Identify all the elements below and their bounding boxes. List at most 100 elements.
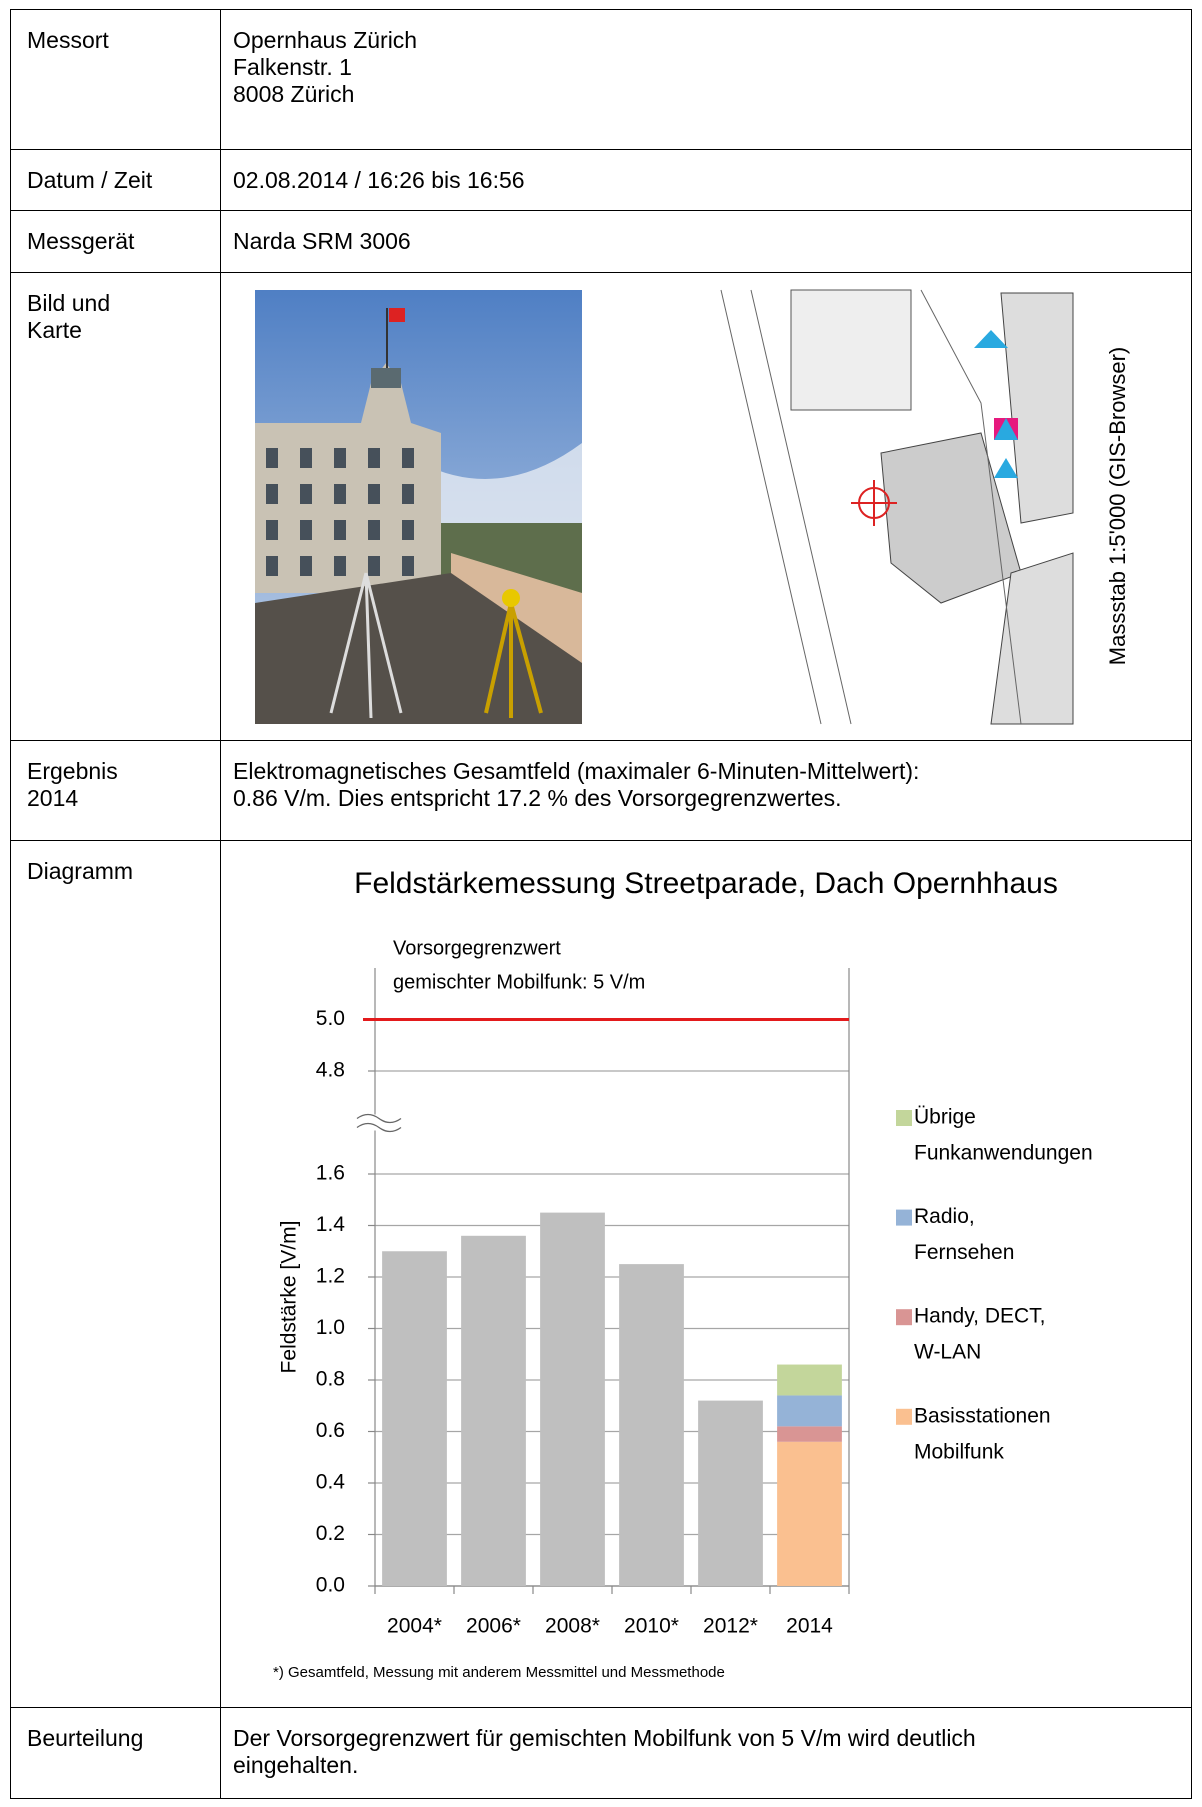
label-line: Messort: [27, 27, 109, 53]
y-tick-label: 1.6: [316, 1162, 345, 1185]
row-label: Ergebnis 2014: [10, 740, 221, 841]
photo-window: [300, 556, 312, 576]
axis-break-mask: [361, 1114, 389, 1131]
legend-label: Mobilfunk: [914, 1440, 1004, 1463]
bar: [777, 1426, 842, 1442]
content-line: Narda SRM 3006: [233, 228, 411, 254]
content-line: Elektromagnetisches Gesamtfeld (maximale…: [233, 758, 920, 784]
row-label: Datum / Zeit: [10, 149, 221, 211]
bar: [777, 1395, 842, 1427]
photo-window: [402, 448, 414, 468]
table-row: Messgerät Narda SRM 3006: [10, 210, 1192, 273]
x-tick-label: 2010*: [624, 1615, 679, 1638]
bar: [777, 1441, 842, 1586]
row-label: Messgerät: [10, 210, 221, 273]
map-block: [790, 289, 912, 411]
table-row: Ergebnis 2014 Elektromagnetisches Gesamtfe…: [10, 740, 1192, 841]
photo-probe: [502, 589, 520, 607]
row-label: Beurteilung: [10, 1707, 221, 1799]
row-content: Der Vorsorgegrenzwert für gemischten Mob…: [220, 1707, 1192, 1799]
label-line: Datum / Zeit: [27, 167, 153, 193]
photo-window: [368, 448, 380, 468]
label-line: Ergebnis: [27, 758, 118, 784]
chart-title: Feldstärkemessung Streetparade, Dach Ope…: [354, 867, 1058, 900]
x-tick-label: 2008*: [545, 1615, 600, 1638]
photo-window: [300, 484, 312, 504]
chart: Feldstärkemessung Streetparade, Dach Ope…: [273, 867, 1093, 1681]
table-row: Messort Opernhaus Zürich Falkenstr. 1 8008 …: [10, 9, 1192, 150]
photo-window: [334, 448, 346, 468]
x-tick-label: 2006*: [466, 1615, 521, 1638]
photo-flag: [389, 308, 405, 322]
table-row: Diagramm Feldstärkemessung Streetparade, …: [10, 840, 1192, 1708]
legend-label: Handy, DECT,: [914, 1305, 1046, 1328]
map-antenna-1: [974, 330, 1008, 348]
y-tick-label: 0.8: [316, 1368, 345, 1391]
axis-break: [356, 1113, 402, 1133]
bar: [698, 1400, 763, 1586]
photo-window: [266, 520, 278, 540]
photo-window: [368, 484, 380, 504]
photo-tower-roof: [371, 368, 401, 388]
legend-swatch: [896, 1209, 912, 1226]
content-line: Falkenstr. 1: [233, 54, 352, 80]
y-tick-label: 0.2: [316, 1522, 345, 1545]
y-tick-label: 1.2: [316, 1265, 345, 1288]
row-content: 02.08.2014 / 16:26 bis 16:56: [220, 149, 1192, 211]
photo-tripod-2: [484, 602, 543, 718]
photo-parapet: [451, 553, 582, 663]
content-line: Der Vorsorgegrenzwert für gemischten Mob…: [233, 1725, 976, 1751]
y-tick-label: 1.0: [316, 1316, 345, 1339]
x-tick-label: 2012*: [703, 1615, 758, 1638]
annotation: Vorsorgegrenzwert: [393, 937, 561, 959]
y-tick-label: 5.0: [316, 1007, 345, 1030]
map-antenna-3: [994, 458, 1018, 478]
label-line: Diagramm: [27, 858, 134, 884]
row-content: Elektromagnetisches Gesamtfeld (maximale…: [220, 740, 1192, 841]
bar: [777, 1364, 842, 1396]
photo-window: [334, 520, 346, 540]
legend-swatch: [896, 1408, 912, 1425]
label-line: Beurteilung: [27, 1725, 144, 1751]
photo-window: [300, 520, 312, 540]
legend-label: W-LAN: [914, 1341, 981, 1364]
table-row: Datum / Zeit 02.08.2014 / 16:26 bis 16:56: [10, 149, 1192, 211]
bar: [619, 1264, 684, 1586]
map-street: [720, 289, 1022, 725]
photo-tripod-1: [329, 572, 403, 719]
map-block-3: [1000, 292, 1074, 524]
legend-label: Radio,: [914, 1205, 975, 1228]
pictures: Massstab 1:5'000 (GIS-Browser): [255, 289, 1130, 725]
label-line: Bild und: [27, 290, 111, 316]
x-tick-label: 2014: [786, 1615, 833, 1638]
row-label: Diagramm: [10, 840, 221, 1708]
content-line: 8008 Zürich: [233, 81, 355, 107]
row-content: Opernhaus Zürich Falkenstr. 1 8008 Zürich: [220, 9, 1192, 150]
legend-label: Basisstationen: [914, 1404, 1051, 1427]
photo-window: [266, 448, 278, 468]
bar: [461, 1235, 526, 1586]
bar: [382, 1251, 447, 1586]
map-location-cross: [851, 480, 897, 526]
table-row: Beurteilung Der Vorsorgegrenzwert für gem…: [10, 1707, 1192, 1799]
photo-window: [402, 484, 414, 504]
photo-window: [368, 556, 380, 576]
y-tick-label: 4.8: [316, 1059, 345, 1082]
table-body: Messort Opernhaus Zürich Falkenstr. 1 8008 …: [10, 9, 1192, 1799]
legend-label: Übrige: [914, 1106, 976, 1129]
y-tick-label: 0.4: [316, 1471, 346, 1494]
picture-cell: Massstab 1:5'000 (GIS-Browser): [220, 272, 1192, 741]
label-line: Messgerät: [27, 228, 135, 254]
legend-swatch: [896, 1309, 912, 1326]
x-tick-label: 2004*: [387, 1615, 442, 1638]
bar: [540, 1212, 605, 1586]
y-tick-label: 0.6: [316, 1419, 345, 1442]
photo-window: [334, 484, 346, 504]
photo-window: [368, 520, 380, 540]
map-antenna-2b: [994, 418, 1018, 440]
map-opera: [880, 432, 1022, 604]
photo-window: [402, 520, 414, 540]
map-block-2: [990, 552, 1074, 725]
legend-swatch: [896, 1110, 912, 1126]
